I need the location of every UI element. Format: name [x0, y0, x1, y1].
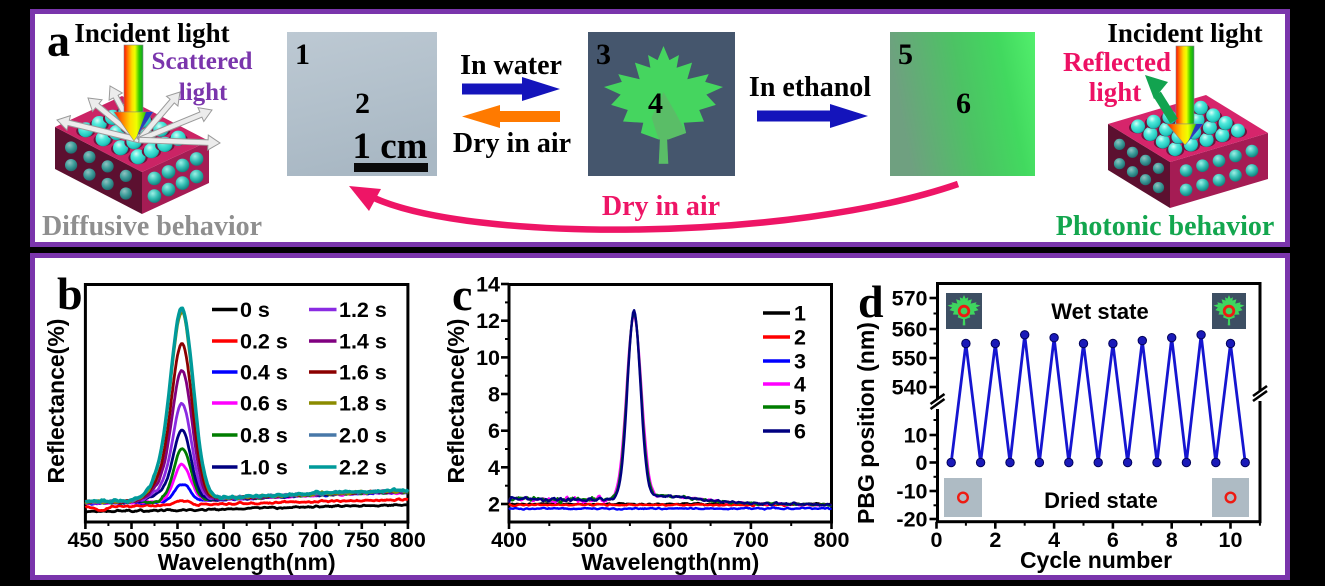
svg-text:6: 6	[488, 419, 500, 443]
svg-text:2: 2	[989, 528, 1001, 552]
svg-text:c: c	[452, 269, 472, 320]
svg-text:Reflected: Reflected	[1063, 47, 1171, 77]
svg-text:800: 800	[390, 528, 426, 552]
svg-text:5: 5	[898, 38, 913, 71]
svg-text:550: 550	[160, 528, 196, 552]
svg-text:d: d	[858, 276, 884, 327]
svg-text:4: 4	[648, 87, 663, 120]
svg-text:2: 2	[355, 87, 370, 120]
svg-text:650: 650	[252, 528, 288, 552]
svg-text:6: 6	[794, 420, 806, 444]
svg-text:PBG position (nm): PBG position (nm)	[853, 322, 879, 524]
svg-text:700: 700	[298, 528, 334, 552]
svg-text:Wavelength(nm): Wavelength(nm)	[581, 549, 759, 575]
svg-text:500: 500	[572, 528, 608, 552]
svg-text:Dried state: Dried state	[1044, 488, 1158, 513]
svg-text:0.6 s: 0.6 s	[240, 392, 288, 416]
svg-text:1.2 s: 1.2 s	[339, 298, 387, 322]
svg-text:In ethanol: In ethanol	[749, 72, 871, 103]
svg-text:560: 560	[892, 318, 928, 342]
svg-text:12: 12	[476, 309, 500, 333]
svg-text:3: 3	[794, 350, 806, 374]
svg-text:1: 1	[295, 38, 310, 71]
svg-text:570: 570	[892, 287, 928, 311]
svg-text:0 s: 0 s	[240, 298, 270, 322]
svg-text:14: 14	[476, 273, 500, 297]
svg-text:b: b	[57, 268, 83, 319]
svg-text:Photonic behavior: Photonic behavior	[1056, 211, 1275, 242]
svg-text:10: 10	[476, 346, 500, 370]
svg-text:4: 4	[794, 373, 806, 397]
svg-text:2.2 s: 2.2 s	[339, 456, 387, 480]
svg-text:Wavelength(nm): Wavelength(nm)	[158, 549, 336, 575]
svg-text:0.8 s: 0.8 s	[240, 424, 288, 448]
svg-text:600: 600	[206, 528, 242, 552]
svg-text:8: 8	[1166, 528, 1178, 552]
svg-text:2: 2	[794, 326, 806, 350]
svg-text:a: a	[47, 15, 70, 66]
svg-text:1.6 s: 1.6 s	[339, 361, 387, 385]
svg-text:10: 10	[1219, 528, 1243, 552]
svg-text:750: 750	[344, 528, 380, 552]
svg-text:light: light	[179, 79, 228, 106]
svg-text:Wet state: Wet state	[1051, 299, 1148, 324]
svg-text:Dry in air: Dry in air	[453, 128, 571, 159]
svg-text:1.8 s: 1.8 s	[339, 392, 387, 416]
svg-text:4: 4	[1048, 528, 1060, 552]
svg-text:-10: -10	[896, 480, 927, 504]
svg-text:-20: -20	[896, 508, 927, 532]
svg-text:Incident light: Incident light	[1107, 18, 1262, 48]
svg-text:Incident light: Incident light	[74, 18, 229, 48]
svg-text:Cycle number: Cycle number	[1020, 547, 1172, 573]
svg-text:0: 0	[931, 528, 943, 552]
svg-text:2.0 s: 2.0 s	[339, 424, 387, 448]
svg-text:2: 2	[488, 493, 500, 517]
svg-text:450: 450	[67, 528, 103, 552]
svg-text:Reflectance(%): Reflectance(%)	[443, 319, 469, 484]
svg-text:5: 5	[794, 396, 806, 420]
svg-text:800: 800	[814, 528, 850, 552]
svg-text:1.0 s: 1.0 s	[240, 456, 288, 480]
svg-text:In water: In water	[460, 50, 562, 81]
svg-text:Reflectance(%): Reflectance(%)	[43, 319, 69, 484]
svg-text:500: 500	[114, 528, 150, 552]
svg-text:1: 1	[794, 302, 806, 326]
svg-text:540: 540	[892, 376, 928, 400]
svg-text:0.2 s: 0.2 s	[240, 330, 288, 354]
svg-text:6: 6	[1107, 528, 1119, 552]
svg-text:10: 10	[904, 424, 928, 448]
svg-text:Diffusive behavior: Diffusive behavior	[42, 211, 262, 242]
svg-text:400: 400	[491, 528, 527, 552]
svg-text:600: 600	[652, 528, 688, 552]
svg-text:8: 8	[488, 383, 500, 407]
svg-text:1 cm: 1 cm	[353, 126, 428, 167]
svg-text:550: 550	[892, 347, 928, 371]
svg-text:0.4 s: 0.4 s	[240, 361, 288, 385]
svg-text:0: 0	[916, 451, 928, 475]
svg-text:4: 4	[488, 456, 500, 480]
svg-text:700: 700	[733, 528, 769, 552]
svg-text:light: light	[1089, 77, 1142, 107]
svg-text:Dry in air: Dry in air	[602, 191, 720, 222]
svg-text:3: 3	[596, 38, 611, 71]
svg-text:6: 6	[956, 87, 971, 120]
svg-text:Scattered: Scattered	[152, 48, 253, 75]
svg-text:1.4 s: 1.4 s	[339, 330, 387, 354]
